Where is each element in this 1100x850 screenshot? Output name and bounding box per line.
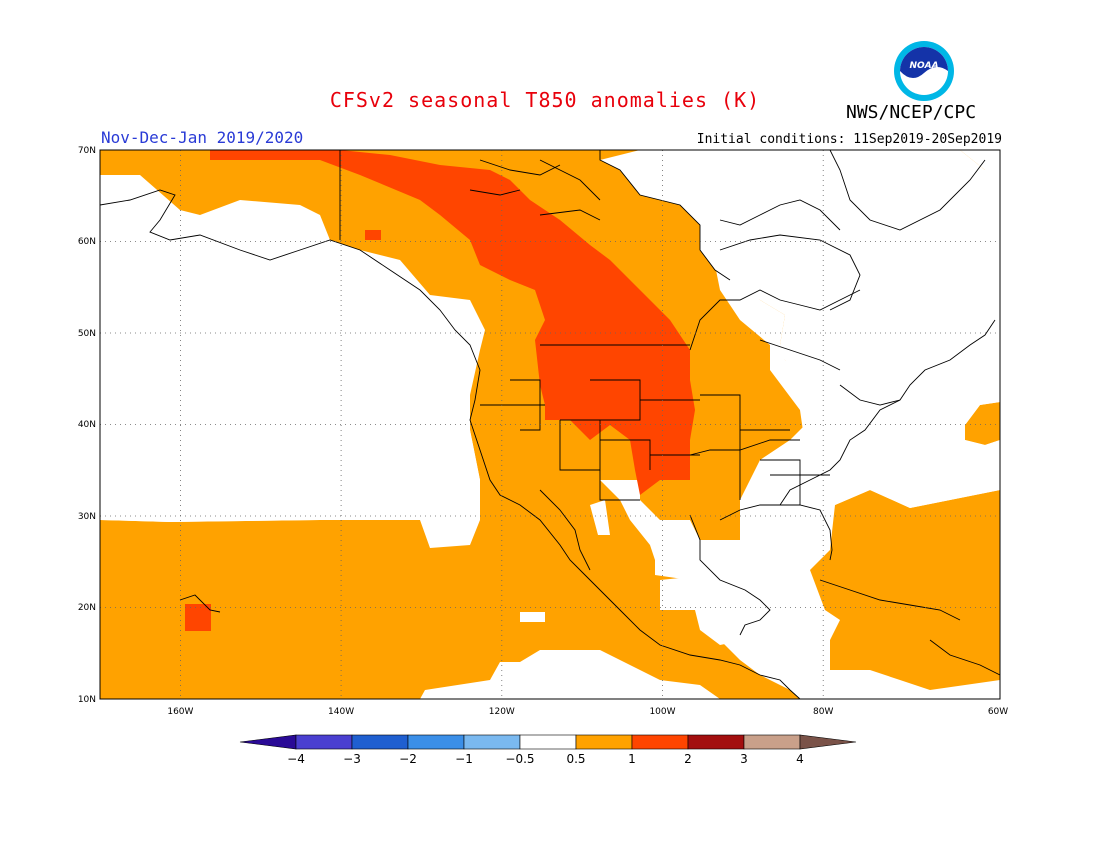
noaa-logo-icon: NOAA — [894, 41, 954, 101]
hawaii-red-patch — [185, 604, 211, 631]
plot-frame — [99, 149, 1001, 700]
lat-label: 20N — [78, 603, 96, 613]
lat-label: 30N — [78, 512, 96, 522]
lat-axis-labels: 10N 20N 30N 40N 50N 60N 70N — [78, 146, 96, 705]
lat-label: 60N — [78, 237, 96, 247]
gridlines — [100, 150, 1000, 699]
neutral-holes — [100, 150, 1000, 699]
lon-axis-labels: 160W 140W 120W 100W 80W 60W — [167, 707, 1008, 717]
forecast-period: Nov-Dec-Jan 2019/2020 — [101, 128, 304, 147]
lat-label: 40N — [78, 420, 96, 430]
initial-conditions: Initial conditions: 11Sep2019-20Sep2019 — [696, 132, 1002, 147]
lon-label: 120W — [489, 707, 515, 717]
lon-label: 80W — [813, 707, 833, 717]
lon-label: 140W — [328, 707, 354, 717]
lat-label: 50N — [78, 329, 96, 339]
anomaly-region-1-2K — [185, 150, 695, 631]
coastlines — [100, 150, 1000, 699]
lon-label: 160W — [167, 707, 193, 717]
chart-title: CFSv2 seasonal T850 anomalies (K) — [329, 88, 761, 112]
agency-label: NWS/NCEP/CPC — [846, 102, 977, 123]
svg-text:NOAA: NOAA — [909, 61, 938, 71]
lon-label: 100W — [649, 707, 675, 717]
lon-label: 60W — [988, 707, 1008, 717]
lat-label: 70N — [78, 146, 96, 156]
lat-label: 10N — [78, 695, 96, 705]
